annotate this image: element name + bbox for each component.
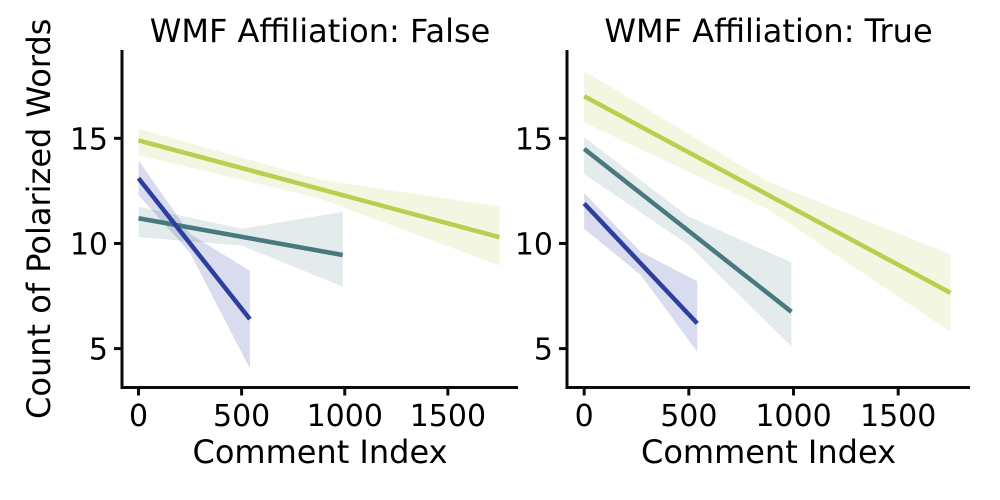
x-tick-label: 500 — [213, 399, 270, 434]
y-tick-label: 5 — [89, 333, 108, 368]
x-tick-label: 1000 — [755, 399, 831, 434]
x-axis-label: Comment Index — [192, 433, 447, 471]
green-regression-line — [583, 94, 952, 295]
green-confidence-band — [584, 71, 951, 332]
y-tick-label: 10 — [70, 227, 108, 262]
x-axis-label: Comment Index — [641, 433, 896, 471]
green-regression-line — [137, 138, 501, 240]
x-tick-label: 500 — [660, 399, 717, 434]
blue-regression-line — [136, 176, 252, 321]
blue-regression-line — [582, 201, 699, 325]
blue-confidence-band — [138, 160, 250, 369]
x-tick-label: 1000 — [307, 399, 383, 434]
y-axis-label: Count of Polarized Words — [20, 19, 58, 419]
panel-title: WMF Affiliation: True — [604, 12, 932, 50]
y-tick-label: 5 — [534, 333, 553, 368]
teal-regression-line — [582, 147, 793, 314]
panel-false: 0 500 1000 1500 5 10 15 WMF Affiliation: False C… — [20, 12, 518, 471]
y-tick-label: 15 — [515, 122, 553, 157]
x-tick-label: 0 — [129, 399, 148, 434]
panel-true: 0 500 1000 1500 5 10 15 WMF Affiliation: True Co… — [515, 12, 970, 471]
x-tick-label: 1500 — [410, 399, 486, 434]
x-tick-label: 1500 — [860, 399, 936, 434]
y-tick-label: 15 — [70, 122, 108, 157]
x-tick-label: 0 — [575, 399, 594, 434]
y-tick-label: 10 — [515, 227, 553, 262]
panel-title: WMF Affiliation: False — [150, 12, 491, 50]
